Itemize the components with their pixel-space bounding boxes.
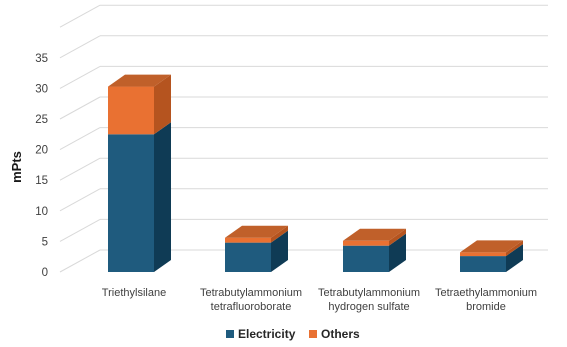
y-tick-label: 5 <box>42 236 48 248</box>
y-axis-label: mPts <box>9 151 24 183</box>
gridline-diagonal <box>59 218 101 242</box>
bar-others-side <box>271 225 288 243</box>
bar-others-front <box>460 252 506 257</box>
x-category-label: Tetrabutylammonium hydrogen sulfate <box>318 287 420 313</box>
legend-label-others: Others <box>321 327 360 341</box>
x-category-label: Tetrabutylammonium tetrafluoroborate <box>200 287 302 313</box>
bar-others-front <box>343 240 389 246</box>
bar-others-side <box>154 74 171 135</box>
bar-electricity-side <box>271 230 288 272</box>
bar-electricity-side <box>389 233 406 272</box>
y-tick-label: 10 <box>35 206 48 218</box>
bar-top-face <box>225 225 288 238</box>
x-category-label-line: Tetrabutylammonium <box>318 287 420 299</box>
x-category-label: Triethylsilane <box>102 287 166 299</box>
x-category-label-line: tetrafluoroborate <box>211 301 292 313</box>
y-tick-label: 0 <box>42 267 48 279</box>
gridline-diagonal <box>59 249 101 273</box>
legend: Electricity Others <box>226 327 360 341</box>
bar-top-face <box>108 74 171 87</box>
y-axis-ticks: 0 5 10 15 20 25 30 35 <box>35 53 48 279</box>
gridline-diagonal <box>59 65 101 89</box>
y-tick-label: 25 <box>35 114 48 126</box>
x-category-label-line: Tetrabutylammonium <box>200 287 302 299</box>
bar-top-face <box>343 228 406 241</box>
bar-others-side <box>506 240 523 257</box>
bar-electricity-side <box>506 244 523 272</box>
x-category-label-line: Tetraethylammonium <box>435 287 537 299</box>
bar-electricity-front <box>108 134 154 272</box>
y-tick-label: 20 <box>35 145 48 157</box>
gridline-diagonal <box>59 188 101 212</box>
x-category-label: Tetraethylammonium bromide <box>435 287 537 313</box>
legend-swatch-electricity <box>226 330 234 338</box>
y-tick-label: 30 <box>35 83 48 95</box>
bar-electricity-front <box>343 245 389 272</box>
gridlines <box>59 4 548 273</box>
x-category-label-line: hydrogen sulfate <box>328 301 409 313</box>
bar-electricity-front <box>460 256 506 272</box>
bar-others-side <box>389 228 406 246</box>
gridline-diagonal <box>59 127 101 151</box>
x-category-label-line: bromide <box>466 301 506 313</box>
legend-swatch-others <box>309 330 317 338</box>
y-tick-label: 35 <box>35 53 48 65</box>
gridline-diagonal <box>59 35 101 59</box>
gridline-diagonal <box>59 96 101 120</box>
bar-electricity-side <box>154 122 171 272</box>
bar-others-front <box>108 86 154 135</box>
gridline-diagonal <box>59 157 101 181</box>
bar-electricity-front <box>225 242 271 272</box>
bar-others-front <box>225 237 271 243</box>
x-axis-categories: Triethylsilane Tetrabutylammonium tetraflu… <box>102 287 537 313</box>
bar-top-face <box>460 240 523 253</box>
bars <box>108 74 523 272</box>
y-tick-label: 15 <box>35 175 48 187</box>
gridline-diagonal <box>59 4 101 28</box>
legend-label-electricity: Electricity <box>238 327 296 341</box>
x-category-label-line: Triethylsilane <box>102 287 166 299</box>
